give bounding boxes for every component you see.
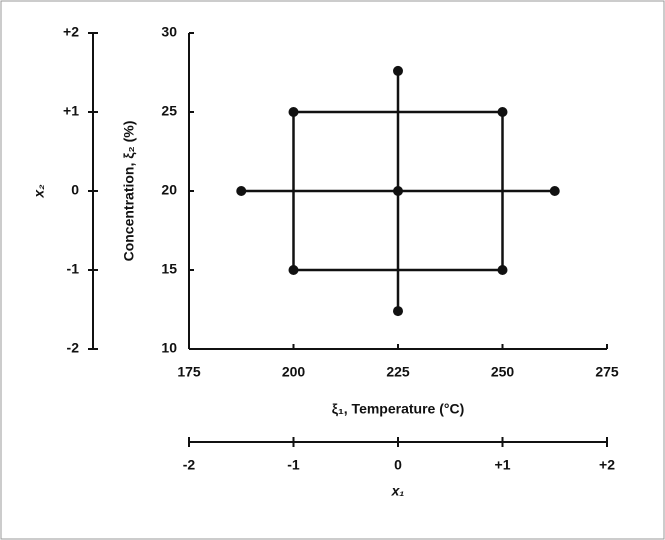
design-point <box>288 107 299 117</box>
x-tick-label: 200 <box>282 364 306 380</box>
coded-y-tick-label: +2 <box>63 24 79 40</box>
y-tick-label: 30 <box>161 24 177 40</box>
design-point <box>549 186 560 196</box>
y-tick-label: 15 <box>161 261 177 277</box>
x-tick-label: 250 <box>491 364 515 380</box>
coded-x-title: x₁ <box>391 483 405 499</box>
coded-y-tick-label: -1 <box>67 261 80 277</box>
x-tick-label: 175 <box>177 364 201 380</box>
coded-y-tick-label: 0 <box>71 182 79 198</box>
design-point <box>236 186 247 196</box>
x-tick-label: 275 <box>595 364 619 380</box>
y-tick-label: 20 <box>161 182 177 198</box>
coded-x-tick-label: -1 <box>287 457 300 473</box>
y-axis-title: Concentration, ξ₂ (%) <box>121 121 137 262</box>
coded-x-tick-label: +1 <box>495 457 511 473</box>
design-point <box>393 306 403 317</box>
x-axis-title: ξ₁, Temperature (°C) <box>332 401 465 417</box>
coded-y-tick-label: +1 <box>63 103 79 119</box>
y-tick-label: 10 <box>161 340 177 356</box>
design-point <box>393 186 403 196</box>
design-point <box>497 107 508 117</box>
x-tick-label: 225 <box>386 364 410 380</box>
coded-x-tick-label: 0 <box>394 457 402 473</box>
design-point <box>393 65 403 76</box>
y-tick-label: 25 <box>161 103 177 119</box>
coded-x-tick-label: +2 <box>599 457 615 473</box>
design-point <box>497 265 508 275</box>
coded-y-title: x₂ <box>31 184 47 198</box>
coded-y-tick-label: -2 <box>67 340 80 356</box>
coded-x-tick-label: -2 <box>183 457 196 473</box>
design-point <box>288 265 299 275</box>
